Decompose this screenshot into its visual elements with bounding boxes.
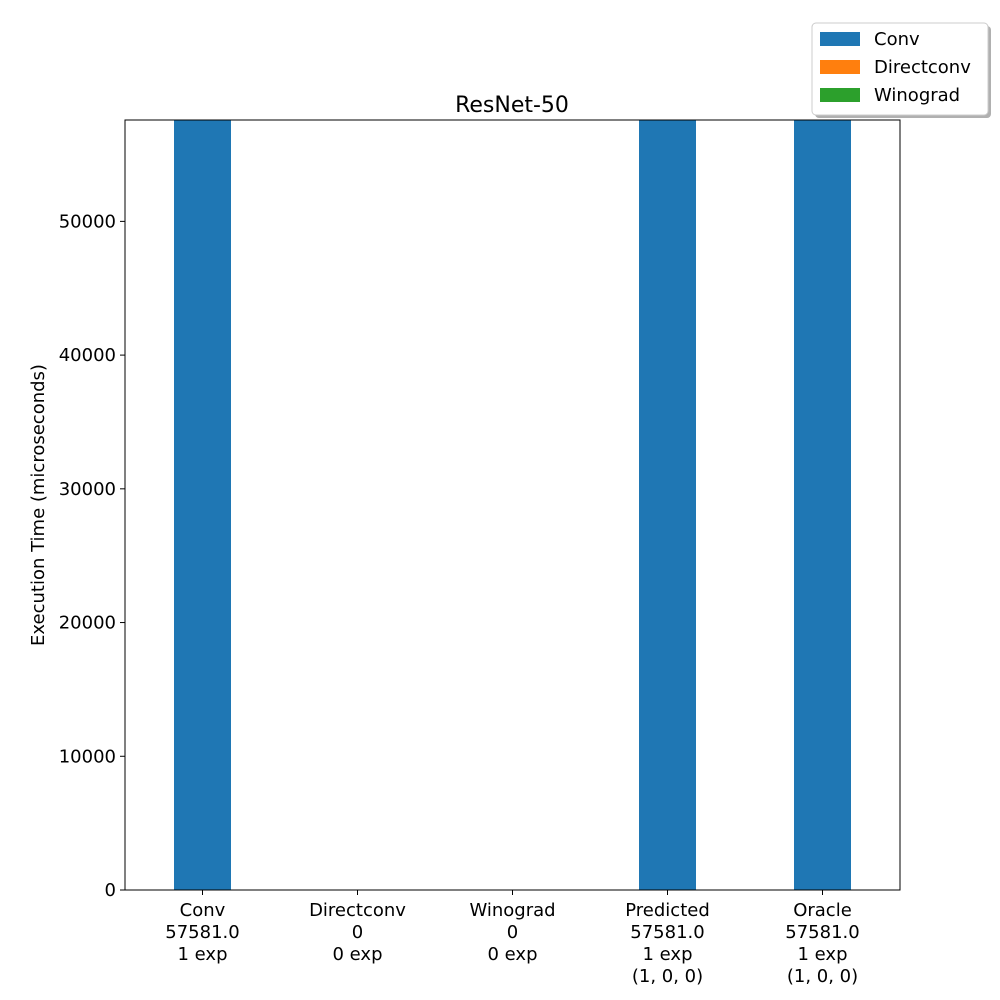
axes: 0 10000 20000 30000 40000 50000 Conv 57581.0 1 e… [59, 211, 860, 987]
legend-swatch-winograd [820, 88, 860, 102]
y-tick-label: 30000 [59, 479, 116, 500]
y-tick-label: 50000 [59, 211, 116, 232]
y-tick-label: 10000 [59, 746, 116, 767]
y-tick-label: 0 [105, 880, 116, 901]
x-tick-label: Directconv 0 0 exp [309, 900, 406, 965]
legend-label-conv: Conv [874, 29, 920, 50]
plot-frame [124, 119, 901, 891]
y-axis-label: Execution Time (microseconds) [28, 364, 49, 646]
legend: Conv Directconv Winograd [811, 22, 991, 118]
y-tick-label: 20000 [59, 613, 116, 634]
x-tick-label: Conv 57581.0 1 exp [165, 900, 239, 965]
legend-label-winograd: Winograd [874, 85, 960, 106]
bar-conv-0 [174, 120, 231, 890]
legend-swatch-conv [820, 32, 860, 46]
x-tick-label: Predicted 57581.0 1 exp (1, 0, 0) [625, 900, 710, 987]
bar-conv-4 [794, 120, 851, 890]
legend-swatch-directconv [820, 60, 860, 74]
x-tick-label: Winograd 0 0 exp [469, 900, 555, 965]
bar-conv-3 [639, 120, 696, 890]
chart-title: ResNet-50 [455, 93, 569, 118]
x-tick-label: Oracle 57581.0 1 exp (1, 0, 0) [785, 900, 859, 987]
y-tick-label: 40000 [59, 345, 116, 366]
plot-area [174, 120, 851, 890]
legend-label-directconv: Directconv [874, 57, 971, 78]
